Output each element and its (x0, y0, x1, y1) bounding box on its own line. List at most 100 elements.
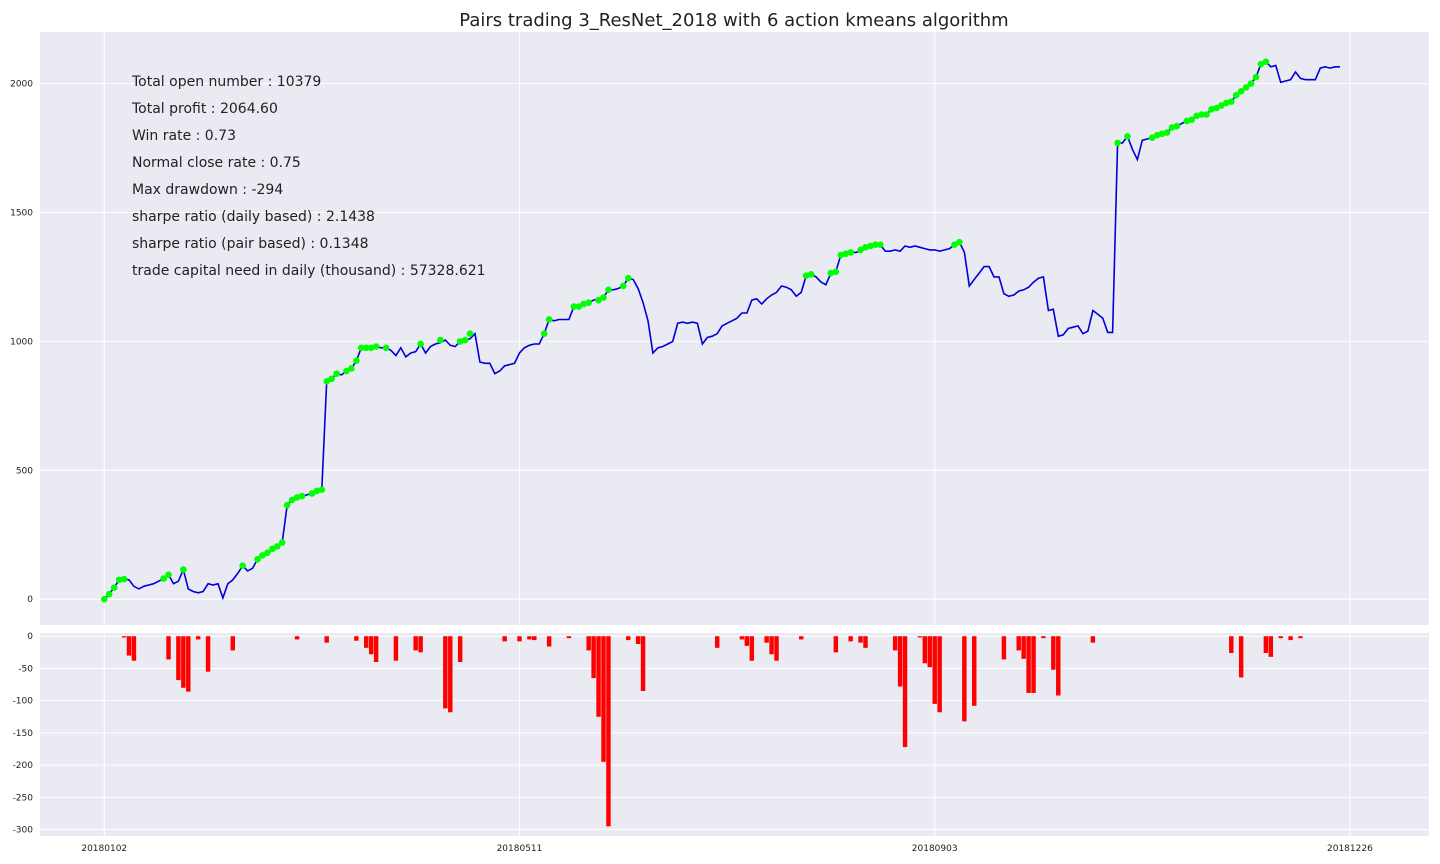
drawdown-bar (833, 636, 839, 653)
trade-marker-point (1208, 106, 1215, 113)
drawdown-bar (1021, 636, 1026, 659)
stat-trade-capital: trade capital need in daily (thousand) :… (132, 263, 486, 279)
trade-marker-point (1168, 124, 1176, 131)
stat-total-profit: Total profit : 2064.60 (131, 101, 278, 117)
trade-marker-point (165, 571, 172, 579)
trade-marker-point (600, 294, 607, 301)
trade-marker-point (867, 242, 874, 250)
drawdown-bar (1298, 636, 1303, 639)
drawdown-bar (393, 636, 399, 661)
trade-marker-point (842, 250, 850, 258)
trade-marker-point (837, 251, 845, 259)
trade-marker-point (1257, 60, 1265, 68)
trade-marker-point (1223, 99, 1230, 107)
x-tick-label: 20180102 (81, 844, 127, 854)
trade-marker-point (1183, 117, 1191, 125)
trade-marker-point (357, 344, 365, 352)
drawdown-bar (418, 636, 423, 653)
drawdown-bar (413, 636, 418, 651)
drawdown-bar (1051, 636, 1056, 670)
trade-marker-point (1232, 91, 1240, 99)
top-panel-y-tick-labels: 0 500 1000 1500 2000 (10, 80, 33, 606)
trade-marker-point (288, 496, 296, 504)
drawdown-bar (131, 636, 137, 661)
drawdown-bar (1056, 636, 1061, 696)
bottom-y-tick-label: -100 (13, 697, 34, 707)
drawdown-bar (121, 636, 127, 638)
trade-marker-point (1158, 130, 1166, 138)
drawdown-bar (373, 636, 379, 662)
drawdown-bar (799, 636, 804, 640)
drawdown-bar (932, 636, 937, 704)
trade-marker-point (1203, 111, 1210, 118)
trade-marker-point (110, 584, 118, 591)
trade-marker-point (239, 562, 246, 569)
drawdown-bar (848, 636, 853, 642)
drawdown-bar (640, 636, 646, 691)
trade-marker-point (362, 344, 370, 352)
trade-marker-point (951, 241, 958, 249)
trade-marker-point (180, 566, 187, 573)
trade-marker-point (624, 274, 632, 282)
trade-marker-point (456, 338, 464, 345)
trade-marker-point (1124, 133, 1131, 140)
trade-marker-point (278, 539, 286, 546)
top-panel-grid (40, 32, 1429, 625)
trade-marker-point (832, 268, 840, 276)
stat-max-drawdown: Max drawdown : -294 (132, 182, 283, 198)
trade-marker-point (382, 344, 390, 352)
trade-marker-point (619, 282, 627, 290)
trade-marker-point (1252, 73, 1260, 81)
drawdown-bar (502, 636, 507, 642)
drawdown-bar (858, 636, 863, 643)
drawdown-bar (448, 636, 453, 713)
trade-marker-point (367, 344, 375, 352)
trade-marker-point (254, 555, 261, 563)
trade-marker-point (595, 296, 602, 304)
drawdown-bar (774, 636, 779, 661)
trade-marker-point (847, 249, 854, 256)
drawdown-bar (1026, 636, 1031, 693)
drawdown-bar (586, 636, 591, 651)
drawdown-bar (635, 636, 641, 644)
trade-marker-point (160, 575, 167, 582)
drawdown-bar (625, 636, 631, 641)
drawdown-bar (892, 636, 898, 651)
drawdown-bar (1090, 636, 1096, 643)
trade-marker-point (575, 303, 583, 310)
trade-marker-point (437, 336, 444, 344)
drawdown-bar (1278, 636, 1283, 639)
trade-marker-point (1218, 102, 1225, 109)
trade-marker-point (120, 575, 128, 583)
trade-marker-point (1188, 116, 1196, 123)
bottom-y-tick-label: 0 (27, 632, 33, 642)
trade-marker-point (540, 330, 548, 337)
trade-marker-point (348, 365, 355, 372)
drawdown-bar (1268, 636, 1274, 657)
trade-marker-point (605, 286, 612, 294)
trade-marker-point (545, 316, 553, 323)
drawdown-bar (769, 636, 774, 655)
x-tick-label: 20180903 (912, 844, 958, 854)
drawdown-bar (863, 636, 868, 648)
trade-marker-point (333, 370, 340, 377)
drawdown-bars (121, 636, 1303, 827)
bottom-y-tick-label: -250 (13, 793, 34, 803)
trade-marker-point (1227, 98, 1235, 105)
drawdown-bar (739, 636, 745, 640)
drawdown-bar (195, 636, 201, 640)
trade-marker-point (807, 271, 815, 278)
trade-marker-point (283, 501, 291, 509)
trade-marker-point (802, 272, 810, 279)
trade-marker-point (857, 246, 864, 254)
trade-marker-point (1237, 88, 1245, 95)
stats-annotation: Total open number : 10379 Total profit :… (131, 74, 486, 279)
trade-marker-point (1262, 58, 1270, 65)
x-tick-label: 20181226 (1327, 844, 1373, 854)
trade-marker-point (273, 543, 281, 550)
drawdown-bar (1041, 636, 1046, 639)
stat-sharpe-daily: sharpe ratio (daily based) : 2.1438 (132, 209, 375, 225)
trade-marker-point (1213, 104, 1220, 112)
bottom-y-tick-label: -300 (13, 826, 34, 836)
